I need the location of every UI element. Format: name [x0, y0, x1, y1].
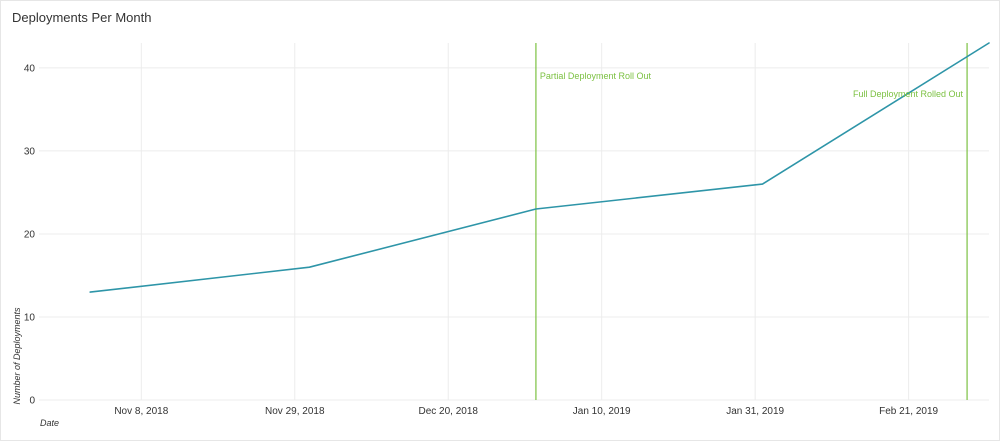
x-tick-label: Feb 21, 2019	[879, 406, 938, 417]
x-tick-label: Nov 29, 2018	[265, 406, 325, 417]
x-tick-label: Dec 20, 2018	[418, 406, 478, 417]
y-tick-label: 40	[24, 63, 36, 74]
annotation-label: Partial Deployment Roll Out	[540, 71, 652, 81]
x-tick-label: Jan 31, 2019	[726, 406, 784, 417]
y-tick-label: 20	[24, 229, 36, 240]
y-tick-label: 30	[24, 146, 36, 157]
chart-title: Deployments Per Month	[12, 10, 152, 25]
annotation-label: Full Deployment Rolled Out	[853, 89, 964, 99]
x-axis-label: Date	[40, 418, 59, 428]
x-tick-label: Nov 8, 2018	[114, 406, 168, 417]
y-axis-label: Number of Deployments	[12, 307, 22, 405]
series-line	[89, 42, 990, 293]
x-tick-label: Jan 10, 2019	[573, 406, 631, 417]
y-tick-label: 10	[24, 312, 36, 323]
y-tick-label: 0	[29, 396, 35, 407]
